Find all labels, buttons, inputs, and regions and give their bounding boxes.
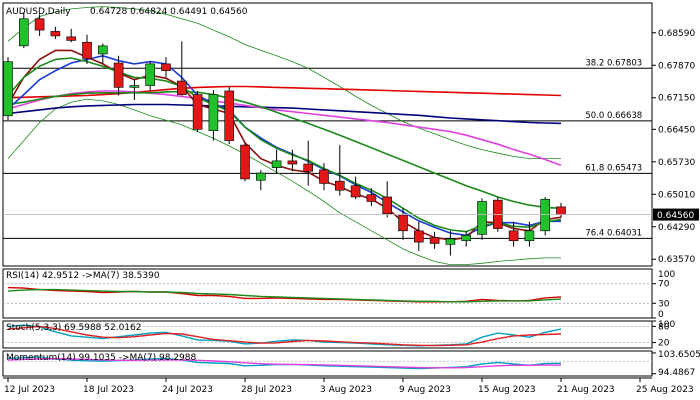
candle-body: [556, 206, 566, 215]
candle-body: [445, 238, 456, 245]
price-tick-label: 0.63570: [658, 255, 695, 265]
price-tick-label: 0.68590: [658, 29, 695, 39]
indicator-tick-label: 0: [658, 310, 664, 320]
fib-level-label: 76.4 0.64031: [585, 228, 642, 238]
candle-body: [382, 196, 393, 214]
date-label: 25 Aug 2023: [636, 385, 694, 395]
candle-body: [477, 201, 487, 235]
candle-body: [271, 160, 282, 168]
indicator-series-line: [7, 324, 562, 347]
candle-body: [208, 94, 219, 131]
indicator-label: RSI(14) 42.9512 ->MA(7) 38.5390: [6, 271, 160, 281]
candle-body: [287, 160, 298, 165]
indicator-tick-label: 100: [658, 320, 675, 330]
symbol-label: AUDUSD,Daily: [6, 7, 71, 17]
ma-line: [7, 85, 562, 99]
candle-body: [177, 80, 187, 95]
candle-body: [161, 63, 171, 71]
price-tick-label: 0.65010: [658, 190, 695, 200]
ma-line: [7, 57, 562, 233]
candle-body: [524, 230, 535, 242]
indicator-tick-label: 70: [658, 280, 670, 290]
last-price-box: [653, 208, 699, 221]
date-label: 18 Jul 2023: [83, 385, 134, 395]
candle-body: [34, 18, 45, 31]
price-tick-label: 0.67870: [658, 61, 695, 71]
date-label: 15 Aug 2023: [478, 385, 536, 395]
ma-line: [7, 103, 562, 125]
fib-level-label: 50.0 0.66638: [585, 111, 642, 121]
indicator-label: Stoch(5,3,3) 69.5988 52.0162: [6, 323, 141, 333]
indicator-panel-frame: [2, 350, 653, 377]
date-label: 9 Aug 2023: [399, 385, 451, 395]
candle-body: [366, 194, 377, 202]
candle-body: [18, 18, 29, 47]
indicator-label: Momentum(14) 99.1035 ->MA(7) 98.2988: [6, 353, 197, 363]
candle-body: [334, 180, 345, 191]
price-tick-label: 0.64290: [658, 223, 695, 233]
candle-body: [350, 185, 361, 198]
candle-body: [240, 144, 250, 180]
candle-body: [540, 198, 551, 232]
moving-averages: [7, 49, 562, 241]
indicator-series-line: [7, 288, 562, 303]
last-price-label: 0.64560: [657, 211, 694, 221]
date-label: 12 Jul 2023: [4, 385, 55, 395]
last-price-marker: 0.64560: [3, 208, 699, 221]
candle-body: [145, 63, 155, 86]
candle-body: [255, 172, 266, 181]
candle-body: [82, 41, 92, 59]
indicator-tick-label: 103.6505: [658, 350, 700, 360]
candle-body: [66, 36, 76, 41]
bb-upper-line: [7, 6, 561, 159]
ma-line: [7, 90, 562, 167]
indicator-top-label: 100: [658, 270, 675, 280]
candle-body: [508, 230, 519, 242]
ohlc-readout: 0.64728 0.64824 0.64491 0.64560: [90, 7, 248, 17]
fib-level-label: 61.8 0.65473: [585, 163, 642, 173]
candle-body: [3, 61, 13, 117]
indicator-series-line: [7, 357, 561, 369]
ma-line: [7, 49, 562, 241]
fib-level-label: 38.2 0.67803: [585, 58, 642, 68]
candle-body: [192, 94, 203, 130]
candle-body: [303, 163, 314, 172]
candle-body: [413, 230, 424, 243]
indicator-tick-label: 20: [658, 339, 670, 349]
candle-body: [461, 235, 472, 242]
price-tick-label: 0.66450: [658, 125, 695, 135]
indicator-series-line: [7, 286, 562, 303]
candle-body: [224, 90, 234, 141]
indicator-series-line: [7, 325, 562, 347]
candlesticks: [3, 12, 566, 256]
date-label: 21 Aug 2023: [557, 385, 615, 395]
date-label: 28 Jul 2023: [241, 385, 292, 395]
price-axis: 0.68590 0.67870 0.67150 0.66450 0.65730 0.650…: [652, 29, 695, 265]
date-label: 3 Aug 2023: [320, 385, 372, 395]
candle-body: [319, 169, 329, 184]
indicator-tick-label: 30: [658, 299, 670, 309]
candle-body: [398, 214, 408, 232]
ma-line: [7, 90, 562, 210]
indicator-tick-label: 94.4867: [658, 368, 695, 378]
candle-body: [113, 62, 124, 88]
date-label: 24 Jul 2023: [162, 385, 213, 395]
price-tick-label: 0.67150: [658, 94, 695, 104]
bollinger-bands: [7, 6, 561, 265]
candle-body: [98, 45, 108, 55]
price-tick-label: 0.65730: [658, 158, 695, 168]
price-panel-frame: [2, 2, 653, 267]
candle-body: [129, 85, 140, 88]
bb-lower-line: [7, 98, 561, 265]
candle-body: [50, 31, 61, 37]
date-axis: 12 Jul 2023 18 Jul 2023 24 Jul 2023 28 Jul …: [4, 378, 694, 395]
indicator-panel-frame: [2, 268, 653, 319]
indicator-panel-frame: [2, 320, 653, 349]
indicator-tick-label: 80: [658, 322, 670, 332]
candle-body: [429, 237, 440, 244]
